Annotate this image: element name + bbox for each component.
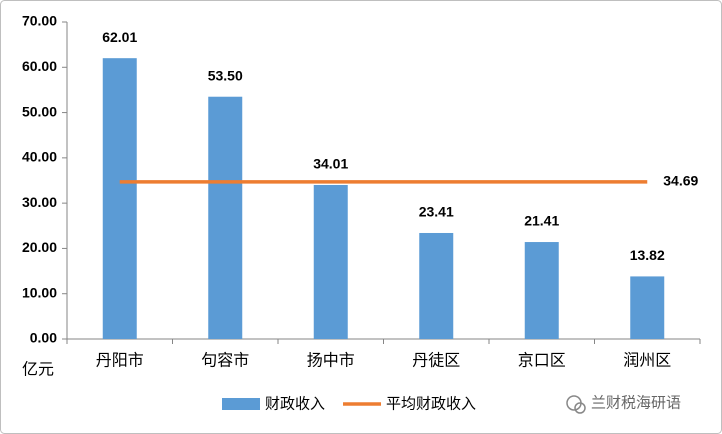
y-tick-label: 40.00 [22,149,57,165]
y-unit: 亿元 [22,360,54,379]
legend-swatch [222,398,260,410]
bar [630,276,665,339]
line-value-label: 34.69 [663,173,698,189]
x-tick-label: 丹徒区 [412,351,460,370]
x-tick-label: 扬中市 [307,351,355,370]
y-tick-label: 10.00 [22,284,57,300]
y-tick-label: 20.00 [22,239,57,255]
bar-value-label: 34.01 [313,156,348,172]
bar-value-label: 21.41 [524,213,559,229]
x-tick-label: 京口区 [518,351,566,370]
y-tick-label: 0.00 [30,330,57,346]
y-tick-label: 60.00 [22,58,57,74]
bar [419,232,454,339]
y-tick-label: 30.00 [22,194,57,210]
legend-label: 财政收入 [265,395,325,413]
watermark: 兰财税海研语 [566,394,681,414]
bar-value-label: 62.01 [102,29,137,45]
x-tick-label: 句容市 [201,351,249,370]
y-tick-label: 70.00 [22,13,57,29]
bar [208,96,243,339]
x-tick-label: 润州区 [623,351,671,370]
watermark-text: 兰财税海研语 [591,394,681,412]
watermark-icon [574,402,586,414]
bar-value-label: 53.50 [208,67,243,83]
legend-label: 平均财政收入 [386,395,476,413]
bar [524,242,559,339]
bar-value-label: 13.82 [630,247,665,263]
bar [102,58,137,339]
y-tick-label: 50.00 [22,103,57,119]
bar [313,184,348,339]
bar-value-label: 23.41 [419,204,454,220]
x-tick-label: 丹阳市 [96,351,144,370]
